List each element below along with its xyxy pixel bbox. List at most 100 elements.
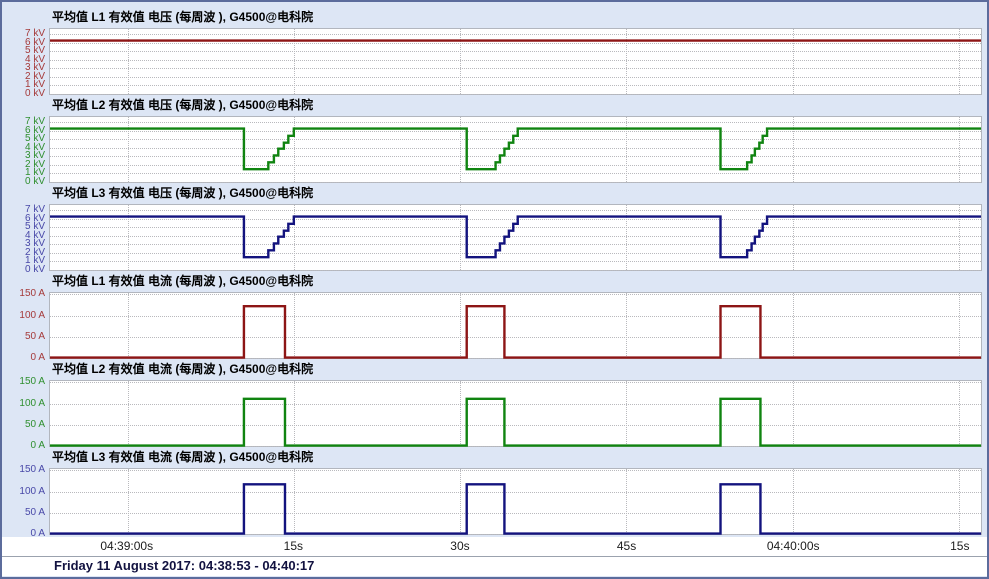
y-axis-tick-label: 3 kV — [24, 150, 45, 162]
horizontal-gridline — [50, 122, 981, 124]
horizontal-gridline — [50, 315, 981, 317]
chart-title: 平均值 L3 有效值 电流 (每周波 ), G4500@电科院 — [52, 450, 314, 464]
y-axis-tick-label: 5 kV — [24, 133, 45, 145]
series-line — [50, 381, 981, 446]
y-axis-tick-label: 2 kV — [24, 70, 45, 82]
y-axis-tick-label: 50 A — [24, 418, 45, 430]
y-axis-tick-label: 6 kV — [24, 36, 45, 48]
y-axis-tick-label: 7 kV — [24, 204, 45, 216]
vertical-gridline — [293, 29, 295, 94]
y-axis-tick-label: 50 A — [24, 330, 45, 342]
horizontal-gridline — [50, 261, 981, 263]
chart-plot-l1-current[interactable]: 150 A 100 A 50 A 0 A — [19, 289, 982, 363]
y-axis-tick-label: 0 kV — [24, 88, 45, 99]
vertical-gridline — [958, 469, 960, 534]
horizontal-gridline — [50, 85, 981, 87]
y-axis-tick-label: 150 A — [19, 464, 45, 476]
vertical-gridline — [127, 293, 129, 358]
horizontal-gridline — [50, 227, 981, 229]
horizontal-gridline — [50, 130, 981, 132]
chart-panel-l1-voltage: 平均值 L1 有效值 电压 (每周波 ), G4500@电科院 7 kV 6 kV… — [2, 9, 987, 99]
y-axis-tick-label: 2 kV — [24, 158, 45, 170]
horizontal-gridline — [50, 147, 981, 149]
y-axis-tick-label: 7 kV — [24, 116, 45, 128]
y-axis-tick-label: 100 A — [19, 485, 45, 497]
vertical-gridline — [293, 117, 295, 182]
chart-title: 平均值 L2 有效值 电流 (每周波 ), G4500@电科院 — [52, 362, 314, 376]
horizontal-gridline — [50, 244, 981, 246]
chart-title: 平均值 L3 有效值 电压 (每周波 ), G4500@电科院 — [52, 186, 314, 200]
chart-panel-l2-current: 平均值 L2 有效值 电流 (每周波 ), G4500@电科院 150 A 100… — [2, 361, 987, 451]
horizontal-gridline — [50, 210, 981, 212]
horizontal-gridline — [50, 34, 981, 36]
y-axis-tick-label: 1 kV — [24, 167, 45, 179]
chart-plot-l3-current[interactable]: 150 A 100 A 50 A 0 A — [19, 465, 982, 539]
y-axis-tick-label: 1 kV — [24, 79, 45, 91]
vertical-gridline — [626, 469, 628, 534]
series-line — [50, 205, 981, 270]
horizontal-gridline — [50, 270, 981, 271]
y-axis-tick-label: 0 kV — [24, 264, 45, 275]
y-axis-tick-label: 0 kV — [24, 176, 45, 187]
y-axis-tick-label: 100 A — [19, 397, 45, 409]
x-axis-tick-label: 15s — [283, 539, 304, 553]
chart-panel-l3-voltage: 平均值 L3 有效值 电压 (每周波 ), G4500@电科院 7 kV 6 kV… — [2, 185, 987, 275]
y-axis-tick-label: 6 kV — [24, 212, 45, 224]
chart-plot-l3-voltage[interactable]: 7 kV 6 kV 5 kV 4 kV 3 kV 2 kV 1 kV 0 kV — [25, 204, 982, 275]
horizontal-gridline — [50, 164, 981, 166]
vertical-gridline — [792, 293, 794, 358]
y-axis-tick-label: 3 kV — [24, 62, 45, 74]
chart-plot-l2-current[interactable]: 150 A 100 A 50 A 0 A — [19, 377, 982, 451]
chart-panel-l2-voltage: 平均值 L2 有效值 电压 (每周波 ), G4500@电科院 7 kV 6 kV… — [2, 97, 987, 187]
y-axis-tick-label: 1 kV — [24, 255, 45, 267]
chart-panel-l3-current: 平均值 L3 有效值 电流 (每周波 ), G4500@电科院 150 A 100… — [2, 449, 987, 539]
horizontal-gridline — [50, 59, 981, 61]
horizontal-gridline — [50, 512, 981, 514]
series-line — [50, 29, 981, 94]
vertical-gridline — [460, 381, 462, 446]
vertical-gridline — [293, 293, 295, 358]
x-axis-tick-label: 45s — [616, 539, 637, 553]
x-axis-tick-label: 04:39:00s — [100, 539, 154, 553]
vertical-gridline — [958, 293, 960, 358]
y-axis-tick-label: 0 A — [30, 440, 45, 451]
vertical-gridline — [460, 205, 462, 270]
y-axis-tick-label: 150 A — [19, 376, 45, 388]
vertical-gridline — [958, 381, 960, 446]
y-axis-tick-label: 7 kV — [24, 28, 45, 40]
chart-title: 平均值 L2 有效值 电压 (每周波 ), G4500@电科院 — [52, 98, 314, 112]
vertical-gridline — [460, 29, 462, 94]
y-axis-tick-label: 5 kV — [24, 45, 45, 57]
vertical-gridline — [792, 117, 794, 182]
vertical-gridline — [792, 381, 794, 446]
vertical-gridline — [293, 469, 295, 534]
y-axis-tick-label: 5 kV — [24, 221, 45, 233]
horizontal-gridline — [50, 491, 981, 493]
y-axis-tick-label: 4 kV — [24, 229, 45, 241]
horizontal-gridline — [50, 382, 981, 384]
y-axis-tick-label: 3 kV — [24, 238, 45, 250]
vertical-gridline — [293, 381, 295, 446]
vertical-gridline — [460, 469, 462, 534]
horizontal-gridline — [50, 94, 981, 95]
horizontal-gridline — [50, 424, 981, 426]
vertical-gridline — [958, 205, 960, 270]
vertical-gridline — [293, 205, 295, 270]
series-line — [50, 469, 981, 534]
x-axis: 04:39:00s 15s 30s 45s 04:40:00s 15s — [2, 537, 987, 556]
x-axis-tick-label: 15s — [950, 539, 970, 553]
y-axis-tick-label: 4 kV — [24, 141, 45, 153]
vertical-gridline — [792, 29, 794, 94]
horizontal-gridline — [50, 182, 981, 183]
chart-plot-l2-voltage[interactable]: 7 kV 6 kV 5 kV 4 kV 3 kV 2 kV 1 kV 0 kV — [25, 116, 982, 187]
vertical-gridline — [127, 117, 129, 182]
horizontal-gridline — [50, 42, 981, 44]
chart-plot-l1-voltage[interactable]: 7 kV 6 kV 5 kV 4 kV 3 kV 2 kV 1 kV 0 kV — [25, 28, 982, 99]
time-range-statusbar: Friday 11 August 2017: 04:38:53 - 04:40:… — [2, 556, 987, 576]
vertical-gridline — [127, 205, 129, 270]
chart-panel-l1-current: 平均值 L1 有效值 电流 (每周波 ), G4500@电科院 150 A 100… — [2, 273, 987, 363]
y-axis-tick-label: 150 A — [19, 288, 45, 300]
horizontal-gridline — [50, 294, 981, 296]
